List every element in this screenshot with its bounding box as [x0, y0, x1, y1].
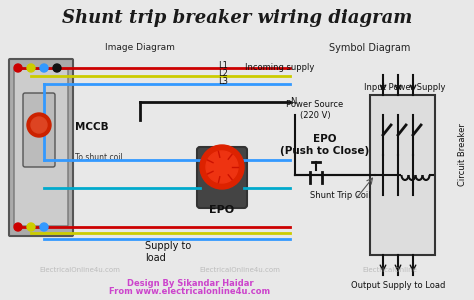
Text: Input Power Supply: Input Power Supply [364, 83, 446, 92]
Circle shape [200, 145, 244, 189]
Text: Symbol Diagram: Symbol Diagram [329, 43, 410, 53]
Circle shape [206, 151, 238, 183]
Text: L1: L1 [218, 61, 228, 70]
FancyBboxPatch shape [14, 69, 68, 226]
Text: Design By Sikandar Haidar: Design By Sikandar Haidar [127, 278, 253, 287]
Text: Shunt Trip Coil: Shunt Trip Coil [310, 190, 370, 200]
Circle shape [27, 113, 51, 137]
Text: N: N [290, 98, 296, 106]
Circle shape [14, 223, 22, 231]
Text: L3: L3 [218, 77, 228, 86]
Text: Shunt trip breaker wiring diagram: Shunt trip breaker wiring diagram [62, 9, 412, 27]
Text: EPO: EPO [210, 205, 235, 215]
FancyBboxPatch shape [23, 93, 55, 167]
FancyBboxPatch shape [197, 147, 247, 208]
Text: From www.electricalonline4u.com: From www.electricalonline4u.com [109, 287, 271, 296]
Circle shape [40, 64, 48, 72]
Text: Output Supply to Load: Output Supply to Load [351, 280, 445, 290]
Text: To shunt coil: To shunt coil [75, 152, 123, 161]
Text: ElectricalOnline4u.com: ElectricalOnline4u.com [200, 267, 281, 273]
Circle shape [27, 64, 35, 72]
Circle shape [31, 117, 47, 133]
FancyBboxPatch shape [9, 59, 73, 236]
Text: MCCB: MCCB [75, 122, 109, 132]
Text: L2: L2 [218, 70, 228, 79]
Circle shape [40, 223, 48, 231]
Circle shape [53, 64, 61, 72]
Text: Power Source
(220 V): Power Source (220 V) [286, 100, 344, 120]
Text: Supply to
load: Supply to load [145, 241, 191, 263]
Text: Incoming supply: Incoming supply [245, 64, 314, 73]
Text: EPO
(Push to Close): EPO (Push to Close) [281, 134, 370, 156]
Text: ElectricalOnline4u.com: ElectricalOnline4u.com [39, 267, 120, 273]
Circle shape [14, 64, 22, 72]
Text: Image Diagram: Image Diagram [105, 44, 175, 52]
FancyBboxPatch shape [370, 95, 435, 255]
Circle shape [27, 223, 35, 231]
Text: ElectricalOnline: ElectricalOnline [363, 267, 418, 273]
Text: Circuit Breaker: Circuit Breaker [458, 124, 467, 186]
